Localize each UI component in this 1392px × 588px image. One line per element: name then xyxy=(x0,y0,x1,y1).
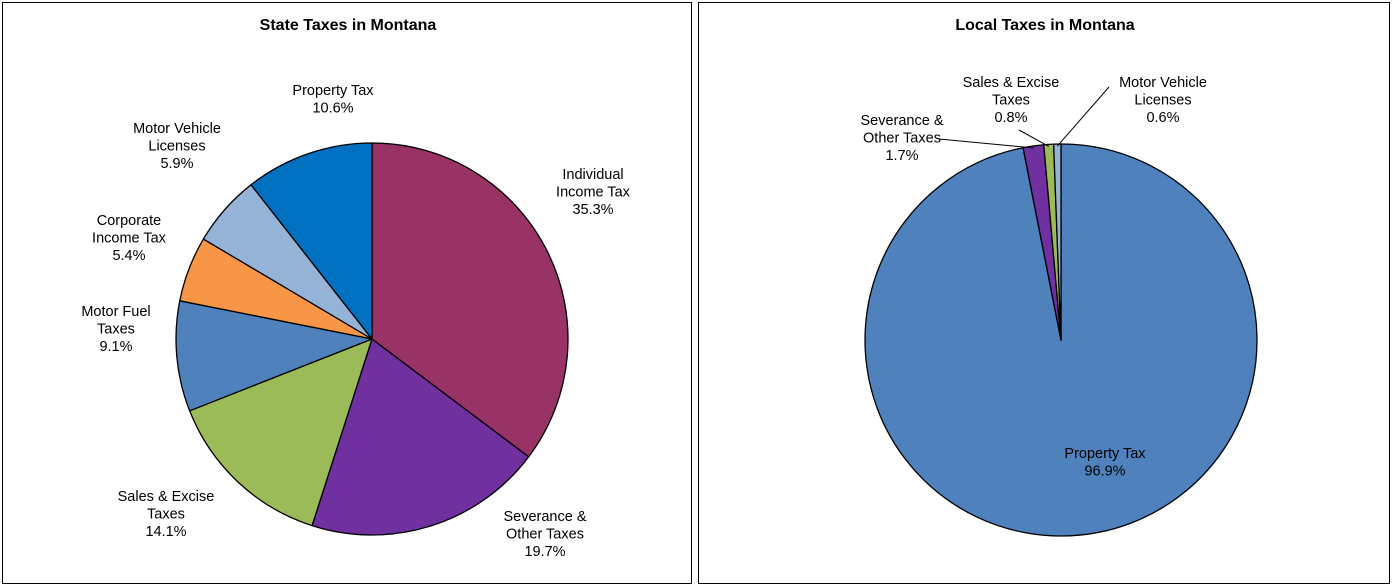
pie-slice-motor-vehicle-licenses xyxy=(1052,143,1062,341)
slice-label-sales-and-excise-taxes: Sales & Excise Taxes 0.8% xyxy=(963,75,1060,126)
pie-slice-individual-income-tax xyxy=(371,142,569,458)
local-taxes-chart: Local Taxes in Montana Property Tax 96.9%… xyxy=(698,2,1390,584)
slice-label-individual-income-tax: Individual Income Tax 35.3% xyxy=(556,167,631,218)
slice-label-property-tax: Property Tax 10.6% xyxy=(292,83,374,117)
pie-slice-motor-fuel-taxes xyxy=(175,300,373,412)
chart-title: State Taxes in Montana xyxy=(260,17,437,34)
pie-slice-sales-and-excise-taxes xyxy=(188,338,373,527)
slice-label-motor-vehicle-licenses: Motor Vehicle Licenses 0.6% xyxy=(1119,75,1207,126)
slice-label-severance-and-other-taxes: Severance & Other Taxes 19.7% xyxy=(503,509,586,560)
state-taxes-chart: State Taxes in Montana Individual Income … xyxy=(2,2,692,584)
slice-label-motor-vehicle-licenses: Motor Vehicle Licenses 5.9% xyxy=(133,121,221,172)
pie-slice-severance-and-other-taxes xyxy=(311,338,530,536)
slice-label-corporate-income-tax: Corporate Income Tax 5.4% xyxy=(92,213,167,264)
chart-title: Local Taxes in Montana xyxy=(955,17,1134,34)
slice-label-property-tax: Property Tax 96.9% xyxy=(1064,446,1146,480)
leader-line-severance-and-other-taxes xyxy=(938,138,1034,149)
local-taxes-pie-svg: Local Taxes in Montana Property Tax 96.9%… xyxy=(860,17,1258,537)
slice-label-motor-fuel-taxes: Motor Fuel Taxes 9.1% xyxy=(81,304,150,355)
slice-label-sales-and-excise-taxes: Sales & Excise Taxes 14.1% xyxy=(118,489,215,540)
pie-slice-property-tax xyxy=(250,142,373,340)
leader-line-sales-and-excise-taxes xyxy=(1018,129,1050,147)
leader-line-motor-vehicle-licenses xyxy=(1056,86,1110,147)
state-taxes-pie-svg: State Taxes in Montana Individual Income … xyxy=(81,17,631,560)
slice-label-severance-and-other-taxes: Severance & Other Taxes 1.7% xyxy=(860,113,943,164)
